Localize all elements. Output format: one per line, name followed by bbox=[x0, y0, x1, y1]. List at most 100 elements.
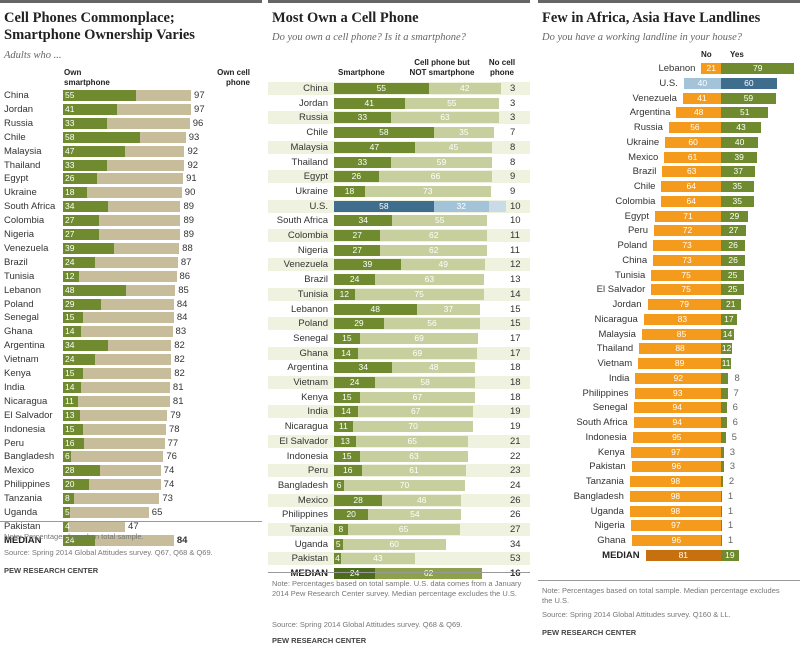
bar-not-smartphone: 62 bbox=[380, 244, 488, 256]
bar-smartphone: 28 bbox=[63, 465, 100, 477]
bar-no: 63 bbox=[662, 166, 721, 178]
value-own-cell: 92 bbox=[187, 159, 199, 171]
bar-no: 93 bbox=[634, 387, 721, 399]
category-label: Venezuela bbox=[283, 259, 328, 271]
bar-smartphone: 15 bbox=[63, 312, 83, 324]
chart-title: Few in Africa, Asia Have Landlines bbox=[542, 10, 761, 26]
bar-yes bbox=[721, 402, 727, 414]
value-yes: 2 bbox=[728, 476, 735, 487]
category-label: Uganda bbox=[294, 538, 328, 550]
bar-smartphone: 20 bbox=[63, 479, 90, 491]
bar-smartphone: 4 bbox=[334, 553, 341, 565]
table-row: Lebanon 48 37 15 bbox=[268, 303, 530, 316]
bar-smartphone: 8 bbox=[63, 493, 74, 505]
chart-subtitle: Do you own a cell phone? Is it a smartph… bbox=[272, 32, 466, 43]
bar-smartphone: 33 bbox=[334, 112, 391, 124]
category-label: Philippines bbox=[4, 479, 50, 491]
table-row: Indonesia 95 5 bbox=[538, 431, 800, 444]
table-row: Philippines 93 7 bbox=[538, 387, 800, 400]
value-yes: 8 bbox=[734, 372, 740, 384]
bar-smartphone: 15 bbox=[63, 423, 83, 435]
category-label: Bangladesh bbox=[277, 479, 328, 491]
bar-own-cell bbox=[63, 326, 173, 338]
value-no-cell: 12 bbox=[510, 259, 521, 271]
table-row: Jordan 41 97 bbox=[0, 103, 262, 116]
bar-own-cell bbox=[63, 507, 149, 518]
bar-yes: 21 bbox=[721, 299, 741, 310]
bar-not-smartphone: 56 bbox=[383, 318, 481, 330]
category-label: India bbox=[608, 372, 630, 384]
chart-note: Note: Percentages based on total sample. bbox=[4, 532, 144, 541]
table-row: Bangladesh 6 70 24 bbox=[268, 479, 530, 492]
category-label: Tanzania bbox=[585, 476, 624, 487]
bar-yes: 27 bbox=[721, 225, 747, 237]
bar-no: 88 bbox=[639, 343, 721, 355]
bar-no: 73 bbox=[653, 240, 721, 251]
table-row: Mexico 28 46 26 bbox=[268, 493, 530, 507]
bar-yes: 51 bbox=[721, 107, 769, 119]
value-yes: 1 bbox=[727, 520, 734, 532]
bar-no-cell bbox=[488, 200, 506, 212]
bar-not-smartphone: 66 bbox=[378, 171, 493, 183]
category-label: Kenya bbox=[597, 446, 625, 458]
value-yes: 5 bbox=[731, 431, 737, 443]
bar-smartphone: 58 bbox=[334, 127, 434, 139]
category-label: Vietnam bbox=[597, 358, 633, 369]
bar-smartphone: 34 bbox=[334, 215, 393, 227]
table-row: Nigeria 27 62 11 bbox=[268, 244, 530, 257]
bar-yes bbox=[721, 520, 722, 532]
bar-smartphone: 27 bbox=[334, 230, 381, 241]
table-row: Mexico 61 39 bbox=[538, 151, 800, 164]
value-no-cell: 16 bbox=[510, 568, 521, 580]
category-label: Nicaragua bbox=[284, 421, 328, 433]
category-label: Ukraine bbox=[626, 136, 660, 148]
bar-not-smartphone: 62 bbox=[375, 568, 482, 580]
bar-own-cell bbox=[63, 312, 174, 324]
bar-yes: 79 bbox=[721, 63, 795, 74]
value-own-cell: 89 bbox=[183, 229, 195, 240]
table-row: Tanzania 8 73 bbox=[0, 492, 262, 505]
table-row: Kenya 15 67 18 bbox=[268, 391, 530, 404]
bar-yes: 29 bbox=[721, 210, 748, 222]
bar-smartphone: 15 bbox=[334, 332, 360, 344]
category-label: Ghana bbox=[299, 347, 328, 359]
bar-smartphone: 55 bbox=[63, 90, 136, 101]
bar-own-cell bbox=[63, 173, 184, 185]
table-row: South Africa 34 89 bbox=[0, 200, 262, 213]
category-label: Mexico bbox=[4, 465, 35, 477]
bar-not-smartphone: 63 bbox=[359, 450, 469, 462]
header-not-smartphone: Cell phone but NOT smartphone bbox=[409, 58, 475, 77]
bar-own-cell bbox=[63, 229, 181, 240]
value-no-cell: 21 bbox=[510, 435, 521, 447]
table-row: Tunisia 12 86 bbox=[0, 270, 262, 283]
bar-no: 98 bbox=[629, 505, 721, 517]
bar-no: 97 bbox=[630, 446, 721, 458]
value-no-cell: 9 bbox=[510, 171, 516, 183]
bar-not-smartphone: 45 bbox=[414, 141, 493, 153]
category-label: Uganda bbox=[590, 505, 624, 517]
bar-own-cell bbox=[63, 256, 178, 268]
header-no-cell-phone: No cell phone bbox=[488, 58, 516, 77]
bar-no: 97 bbox=[630, 520, 721, 532]
table-row: Senegal 15 69 17 bbox=[268, 332, 530, 345]
table-row: Pakistan 4 47 bbox=[0, 520, 262, 533]
category-label: Tanzania bbox=[289, 524, 328, 535]
top-rule bbox=[0, 0, 262, 3]
chart-title: Most Own a Cell Phone bbox=[272, 10, 419, 26]
chart-source: Source: Spring 2014 Global Attitudes sur… bbox=[272, 620, 463, 629]
value-own-cell: 86 bbox=[179, 270, 191, 282]
category-label: Nicaragua bbox=[4, 395, 48, 407]
category-label: Mexico bbox=[628, 151, 659, 163]
chart-subtitle: Adults who ... bbox=[4, 50, 62, 61]
bar-not-smartphone: 65 bbox=[356, 435, 469, 447]
value-own-cell: 65 bbox=[151, 507, 163, 518]
header-no: No bbox=[701, 50, 712, 59]
table-row: China 55 42 3 bbox=[268, 82, 530, 95]
category-label: Lebanon bbox=[4, 284, 41, 296]
value-own-cell: 81 bbox=[172, 395, 184, 407]
bar-not-smartphone: 60 bbox=[342, 538, 446, 550]
table-row: Colombia 27 89 bbox=[0, 214, 262, 227]
value-no-cell: 14 bbox=[510, 288, 521, 300]
bar-not-smartphone: 35 bbox=[433, 127, 494, 139]
bar-yes: 11 bbox=[721, 358, 732, 369]
